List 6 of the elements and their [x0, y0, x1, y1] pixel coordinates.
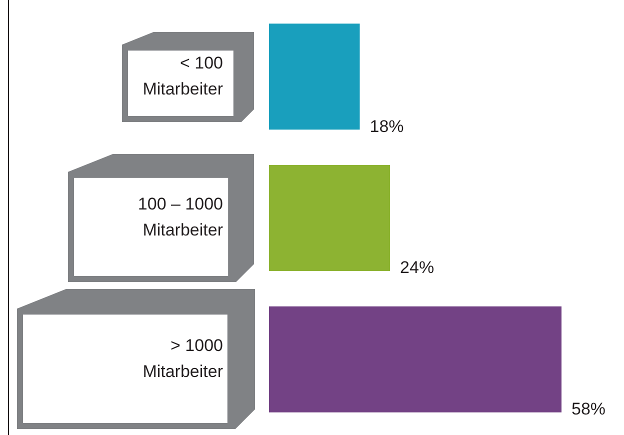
data-label: 18% [370, 116, 404, 136]
y-tick-label: > 1000 Mitarbeiter [142, 336, 224, 382]
y-tick-label: 100 – 1000 Mitarbeiter [138, 194, 224, 240]
y-tick-label: < 100 Mitarbeiter [142, 53, 224, 98]
data-label: 24% [400, 258, 434, 278]
data-label: 58% [572, 400, 606, 419]
